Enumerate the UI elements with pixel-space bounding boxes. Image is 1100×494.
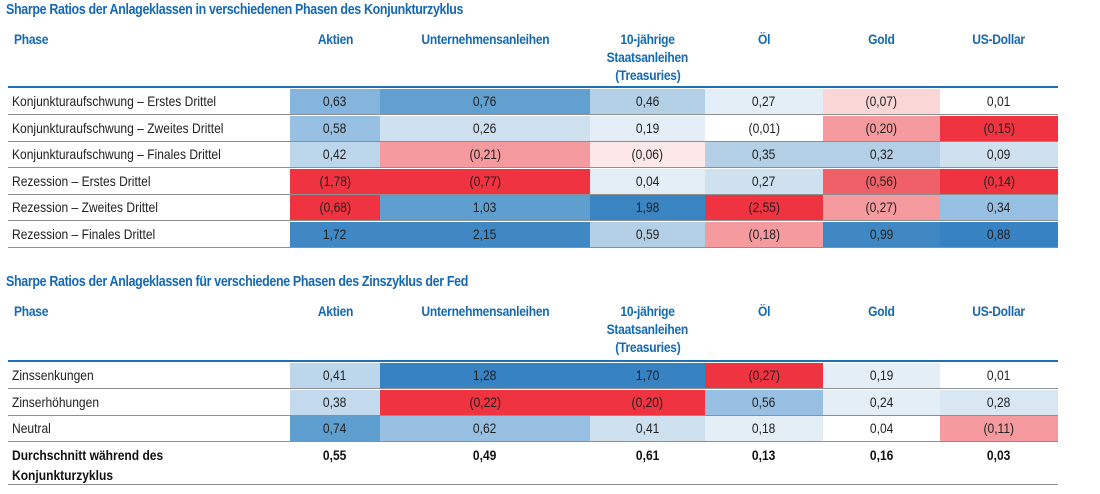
- cell-aktien: 0,74: [290, 416, 380, 442]
- cell-aktien: 0,58: [290, 115, 380, 141]
- table-row: Rezession – Erstes Drittel (1,78) (0,77) 0,…: [8, 168, 1058, 195]
- table-row: Rezession – Zweites Drittel (0,68) 1,03 1,9…: [8, 195, 1058, 222]
- cell-gold: 0,32: [823, 142, 940, 168]
- cell-aktien: 0,63: [290, 89, 380, 114]
- cell-aktien: 0,41: [290, 363, 380, 388]
- cell-gold: (0,07): [823, 89, 940, 114]
- table2-header-treasuries: 10-jährige Staatsanleihen (Treasuries): [606, 303, 689, 355]
- cell-oil: 0,56: [705, 389, 823, 415]
- table1-header-usd: US-Dollar: [972, 31, 1025, 47]
- table1-header-treasuries: 10-jährige Staatsanleihen (Treasuries): [606, 31, 689, 83]
- cell-usd: 0,01: [940, 89, 1058, 114]
- table-row: Zinssenkungen 0,41 1,28 1,70 (0,27) 0,19 0,01: [8, 363, 1058, 389]
- table2-header-gold: Gold: [868, 303, 895, 319]
- cell-gold: (0,20): [823, 115, 940, 141]
- average-usd: 0,03: [987, 446, 1011, 463]
- table2-header-phase: Phase: [14, 303, 49, 319]
- cell-oil: 0,18: [705, 416, 823, 442]
- table-row: Konjunkturaufschwung – Erstes Drittel 0,6…: [8, 89, 1058, 115]
- cell-treasuries: 1,98: [590, 195, 705, 221]
- table2-header-usd: US-Dollar: [972, 303, 1025, 319]
- cell-usd: 0,01: [940, 363, 1058, 388]
- cell-corporate-bonds: (0,22): [380, 389, 590, 415]
- cell-usd: (0,15): [940, 115, 1058, 141]
- table2-header-oil: Öl: [757, 303, 771, 319]
- table1-header-gold: Gold: [868, 31, 895, 47]
- row-label: Zinserhöhungen: [12, 393, 100, 410]
- cell-treasuries: 0,19: [590, 115, 705, 141]
- row-label: Konjunkturaufschwung – Erstes Drittel: [12, 93, 217, 109]
- cell-usd: 0,09: [940, 142, 1058, 168]
- table1-header-oil: Öl: [757, 31, 771, 47]
- row-label: Rezession – Finales Drittel: [12, 226, 156, 242]
- cell-treasuries: (0,06): [590, 142, 705, 168]
- cell-aktien: 0,38: [290, 389, 380, 415]
- table-row: Rezession – Finales Drittel 1,72 2,15 0,59(…: [8, 222, 1058, 248]
- cell-treasuries: 0,46: [590, 89, 705, 114]
- cell-corporate-bonds: (0,77): [380, 168, 590, 194]
- table2-header-corporate-bonds: Unternehmensanleihen: [420, 303, 549, 319]
- cell-treasuries: 0,04: [590, 168, 705, 194]
- cell-gold: 0,99: [823, 222, 940, 247]
- table1-header-divider: [8, 86, 1058, 88]
- cell-aktien: (1,78): [290, 168, 380, 194]
- cell-oil: 0,27: [705, 89, 823, 114]
- cell-treasuries: 0,59: [590, 222, 705, 247]
- cell-treasuries: 0,41: [590, 416, 705, 442]
- cell-oil: (2,55): [705, 195, 823, 221]
- cell-corporate-bonds: 0,62: [380, 416, 590, 442]
- table-row: Zinserhöhungen 0,38 (0,22) (0,20) 0,56 0,24 0,…: [8, 389, 1058, 416]
- average-gold: 0,16: [869, 446, 894, 463]
- cell-aktien: 1,72: [290, 222, 380, 247]
- table1-header-aktien: Aktien: [317, 31, 353, 47]
- cell-gold: 0,19: [823, 363, 940, 388]
- row-label: Rezession – Zweites Drittel: [12, 199, 158, 216]
- cell-aktien: (0,68): [290, 195, 380, 221]
- cell-corporate-bonds: (0,21): [380, 142, 590, 168]
- row-label: Zinssenkungen: [12, 367, 94, 383]
- table2-header-divider: [8, 360, 1058, 362]
- table2-title: Sharpe Ratios der Anlageklassen für vers…: [6, 274, 468, 290]
- table1-header-corporate-bonds: Unternehmensanleihen: [420, 31, 549, 47]
- row-label: Konjunkturaufschwung – Finales Drittel: [12, 146, 221, 163]
- table1-header-phase: Phase: [14, 31, 49, 47]
- cell-oil: 0,35: [705, 142, 823, 168]
- row-label: Neutral: [12, 420, 51, 437]
- cell-oil: (0,01): [705, 115, 823, 141]
- cell-treasuries: (0,20): [590, 389, 705, 415]
- cell-oil: 0,27: [705, 168, 823, 194]
- table1-title: Sharpe Ratios der Anlageklassen in versc…: [6, 2, 464, 18]
- cell-corporate-bonds: 0,26: [380, 115, 590, 141]
- cell-oil: (0,27): [705, 363, 823, 388]
- average-treasuries: 0,61: [635, 446, 660, 463]
- cell-gold: (0,56): [823, 168, 940, 194]
- cell-oil: (0,18): [705, 222, 823, 247]
- table-row: Konjunkturaufschwung – Finales Drittel 0,…: [8, 142, 1058, 169]
- average-aktien: 0,55: [323, 446, 347, 463]
- cell-corporate-bonds: 0,76: [380, 89, 590, 114]
- cell-usd: (0,14): [940, 168, 1058, 194]
- average-label: Durchschnitt während des Konjunkturzyklu…: [12, 446, 164, 483]
- cell-gold: 0,04: [823, 416, 940, 442]
- table2-header-aktien: Aktien: [317, 303, 353, 319]
- cell-usd: 0,88: [940, 222, 1058, 247]
- cell-gold: (0,27): [823, 195, 940, 221]
- average-corporate-bonds: 0,49: [473, 446, 497, 463]
- cell-treasuries: 1,70: [590, 363, 705, 388]
- cell-usd: 0,28: [940, 389, 1058, 415]
- cell-corporate-bonds: 1,03: [380, 195, 590, 221]
- cell-corporate-bonds: 2,15: [380, 222, 590, 247]
- average-oil: 0,13: [752, 446, 776, 463]
- table-row: Konjunkturaufschwung – Zweites Drittel 0,…: [8, 115, 1058, 142]
- cell-corporate-bonds: 1,28: [380, 363, 590, 388]
- cell-gold: 0,24: [823, 389, 940, 415]
- cell-usd: 0,34: [940, 195, 1058, 221]
- table-row: Neutral 0,74 0,62 0,41 0,18 0,04 (0,11): [8, 416, 1058, 443]
- row-label: Konjunkturaufschwung – Zweites Drittel: [12, 119, 224, 136]
- cell-aktien: 0,42: [290, 142, 380, 168]
- average-row: Durchschnitt während des Konjunkturzyklu…: [8, 443, 1058, 485]
- cell-usd: (0,11): [940, 416, 1058, 442]
- row-label: Rezession – Erstes Drittel: [12, 172, 151, 189]
